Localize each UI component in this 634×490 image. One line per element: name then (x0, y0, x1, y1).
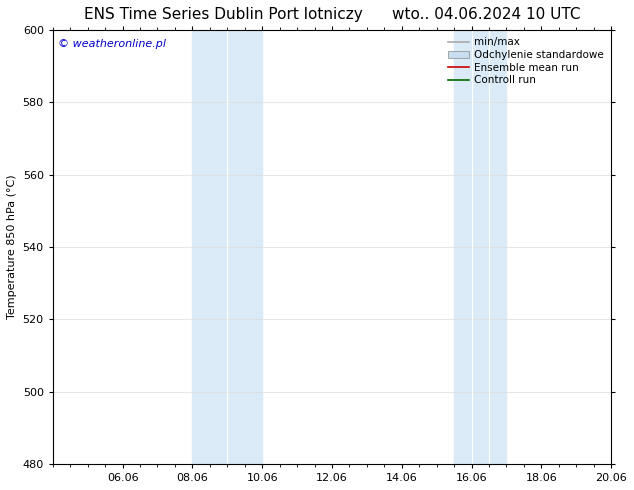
Bar (192, 30, 262, 464)
Y-axis label: Temperature 850 hPa (°C): Temperature 850 hPa (°C) (7, 175, 17, 319)
Bar (454, 30, 507, 464)
Text: © weatheronline.pl: © weatheronline.pl (58, 39, 166, 49)
Title: ENS Time Series Dublin Port lotniczy      wto.. 04.06.2024 10 UTC: ENS Time Series Dublin Port lotniczy wto… (84, 7, 580, 22)
Legend: min/max, Odchylenie standardowe, Ensemble mean run, Controll run: min/max, Odchylenie standardowe, Ensembl… (446, 35, 606, 87)
